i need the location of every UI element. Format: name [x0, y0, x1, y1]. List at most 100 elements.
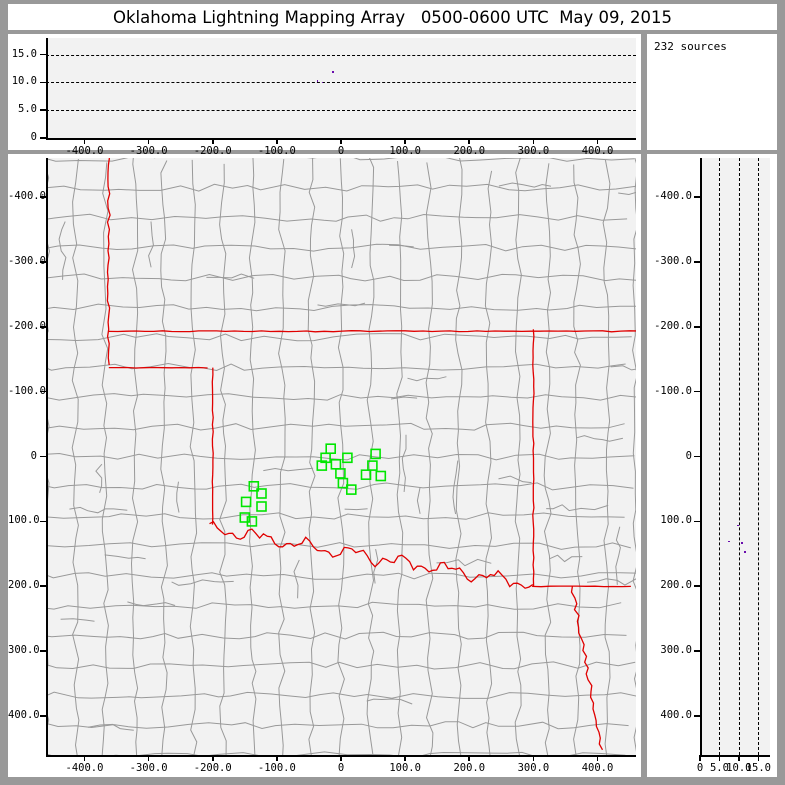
gridline-x-5: [719, 158, 721, 755]
map-panel-y-tick-label: 200.0: [8, 579, 40, 592]
map-panel-y-tick-label: -200.0: [8, 319, 46, 332]
map-panel-x-tick-label: 300.0: [517, 762, 550, 774]
source-point: [332, 71, 334, 73]
top-panel-y-tick-label: 0: [30, 131, 37, 143]
top-x-tick: [468, 138, 471, 144]
map-x-tick: [276, 755, 278, 761]
top-x-tick: [596, 138, 599, 144]
source-marker[interactable]: [248, 480, 260, 492]
map-y-tick: [40, 390, 47, 393]
top-x-tick: [276, 138, 278, 144]
right-altitude-panel: 400.0 300.0 200.0 100.0 0 -100.0 -200.0 -300.0 -…: [647, 154, 777, 777]
title-bar: Oklahoma Lightning Mapping Array 0500-06…: [8, 4, 777, 30]
map-x-tick: [211, 755, 214, 761]
right-panel-x-axis: [700, 755, 770, 757]
right-panel-x-tick-label: 15.0: [745, 762, 771, 774]
source-point: [744, 551, 746, 553]
right-panel-x-tick-label: 5.0: [709, 762, 729, 774]
map-plot-area[interactable]: [46, 158, 636, 755]
top-panel-y-tick-label: 5.0: [18, 103, 37, 116]
map-x-tick: [468, 755, 471, 761]
map-x-tick: [147, 755, 150, 761]
source-point: [321, 81, 324, 84]
top-y-tick: [40, 81, 47, 84]
right-y-tick: [694, 390, 701, 393]
source-marker[interactable]: [325, 443, 337, 455]
map-panel-x-tick-label: -200.0: [193, 762, 232, 774]
map-panel-x-tick-label: 200.0: [453, 762, 486, 774]
right-x-tick: [757, 755, 760, 761]
map-panel-x-tick-label: 400.0: [581, 762, 614, 774]
gridline-y-10: [46, 82, 636, 84]
map-panel-x-tick-label: 0: [337, 762, 345, 774]
source-marker[interactable]: [370, 448, 381, 460]
map-x-tick: [404, 755, 406, 761]
source-marker[interactable]: [256, 501, 267, 512]
map-panel-y-tick-label: 100.0: [8, 514, 40, 527]
top-x-tick: [211, 138, 214, 144]
map-x-tick: [83, 755, 86, 761]
top-y-tick: [40, 53, 47, 56]
right-y-tick: [694, 650, 701, 652]
source-marker[interactable]: [337, 477, 349, 489]
right-y-tick: [694, 196, 701, 198]
source-marker[interactable]: [316, 460, 328, 471]
top-x-tick: [340, 138, 342, 144]
source-point: [728, 540, 730, 543]
map-x-tick: [340, 755, 342, 761]
map-panel-y-tick-label: -400.0: [8, 189, 46, 202]
right-x-tick: [699, 755, 701, 761]
right-panel-y-tick-label: -200.0: [654, 319, 692, 332]
right-panel-x-tick-label: 0: [696, 762, 704, 774]
right-x-tick: [718, 755, 721, 761]
gridline-x-15: [758, 158, 760, 755]
map-y-tick: [40, 261, 47, 263]
gridline-y-5: [46, 110, 636, 112]
top-y-tick: [40, 109, 47, 112]
lightning-source-markers[interactable]: [239, 443, 387, 527]
map-panel-x-tick-label: 100.0: [389, 762, 421, 774]
right-y-tick: [694, 325, 701, 328]
right-y-tick: [694, 455, 701, 458]
top-panel-y-tick-label: 10.0: [11, 75, 37, 88]
top-panel-y-tick-label: 15.0: [11, 47, 37, 60]
top-x-tick: [83, 138, 86, 144]
right-y-tick: [694, 261, 701, 263]
map-y-tick: [40, 455, 47, 458]
map-y-tick: [40, 585, 47, 588]
page-title: Oklahoma Lightning Mapping Array 0500-06…: [112, 7, 673, 27]
map-panel-y-tick-label: 400.0: [8, 709, 40, 722]
source-marker[interactable]: [375, 470, 387, 482]
right-y-tick: [694, 585, 701, 588]
right-x-tick: [738, 755, 740, 761]
right-panel-y-tick-label: 0: [685, 449, 692, 462]
map-x-tick: [532, 755, 535, 761]
top-panel-y-axis: [46, 38, 48, 138]
right-panel-y-tick-label: -100.0: [654, 384, 692, 397]
map-svg: [46, 158, 636, 755]
right-panel-x-tick-label: 10.0: [726, 762, 752, 774]
right-panel-y-tick-label: 400.0: [660, 709, 692, 722]
gridline-y-15: [46, 54, 636, 56]
source-marker[interactable]: [256, 488, 267, 499]
source-marker[interactable]: [342, 452, 353, 464]
source-marker[interactable]: [367, 460, 378, 471]
map-panel-x-tick-label: -100.0: [257, 762, 296, 774]
source-marker[interactable]: [345, 484, 357, 495]
right-plot-area[interactable]: [700, 158, 770, 755]
source-point: [737, 524, 739, 527]
top-plot-area[interactable]: [46, 38, 636, 138]
map-y-tick: [40, 715, 47, 717]
source-point: [316, 80, 319, 82]
source-marker[interactable]: [246, 516, 258, 527]
map-panel-y-tick-label: -300.0: [8, 254, 46, 267]
source-marker[interactable]: [330, 458, 342, 470]
source-marker[interactable]: [240, 496, 252, 508]
map-panel-y-tick-label: -100.0: [8, 384, 46, 397]
source-marker[interactable]: [360, 469, 372, 481]
top-x-tick: [532, 138, 535, 144]
map-x-tick: [596, 755, 599, 761]
map-y-tick: [40, 650, 47, 652]
top-x-tick: [147, 138, 150, 144]
